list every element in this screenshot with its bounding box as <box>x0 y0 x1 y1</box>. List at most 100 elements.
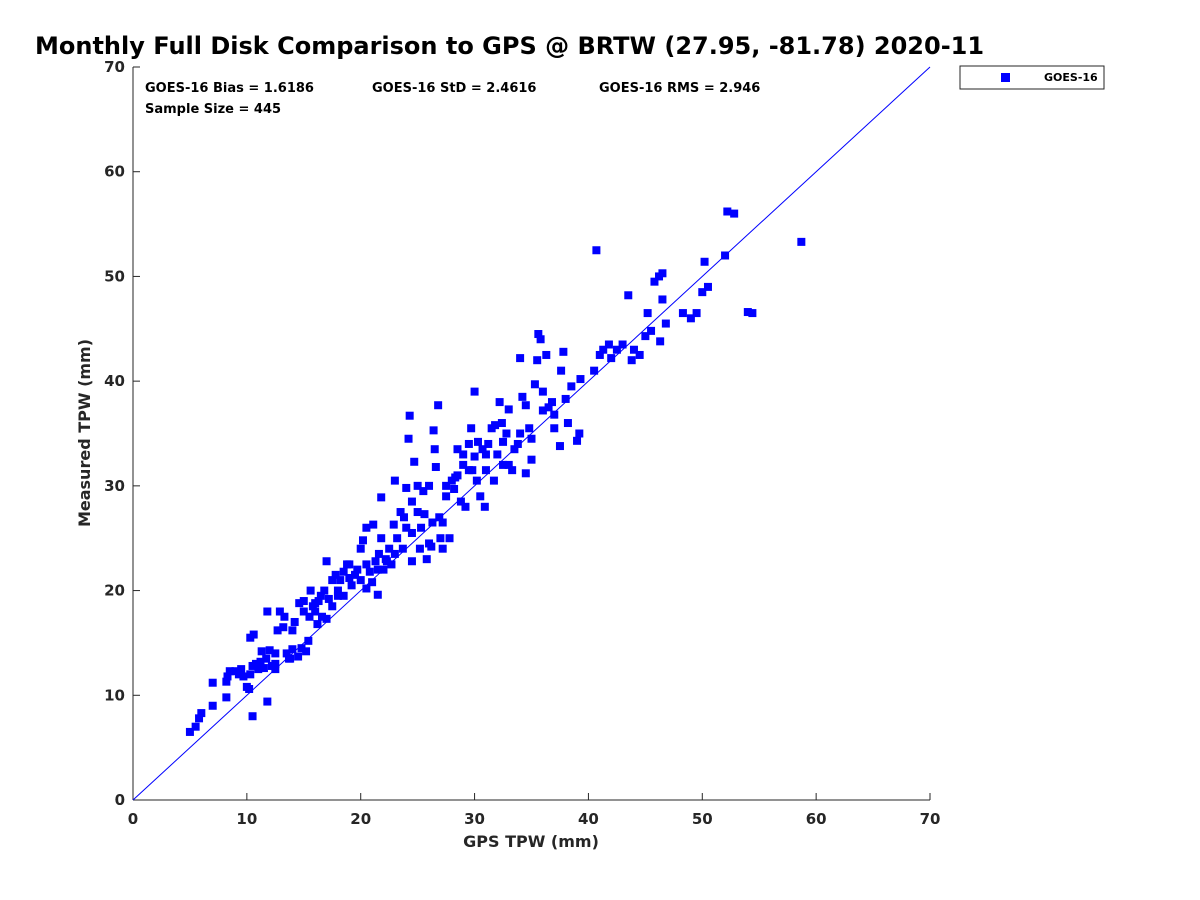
axis-ticks: 0 10 20 30 40 50 60 70 0 10 20 30 40 50 60 70 <box>104 58 940 828</box>
data-point <box>402 523 411 532</box>
data-point <box>434 401 443 410</box>
data-point <box>595 350 604 359</box>
data-point <box>339 591 348 600</box>
data-point <box>721 251 730 260</box>
data-point <box>410 457 419 466</box>
data-point <box>533 356 542 365</box>
data-point <box>282 649 291 658</box>
data-point <box>302 647 311 656</box>
data-point <box>536 335 545 344</box>
data-point <box>407 528 416 537</box>
data-point <box>692 309 701 318</box>
data-point <box>297 644 306 653</box>
x-tick-label: 50 <box>692 810 713 828</box>
data-point <box>311 599 320 608</box>
data-point <box>599 345 608 354</box>
data-point <box>618 340 627 349</box>
data-point <box>336 576 345 585</box>
data-point <box>703 282 712 291</box>
y-tick-label: 0 <box>115 791 125 809</box>
data-point <box>387 560 396 569</box>
data-point <box>467 424 476 433</box>
data-point <box>371 557 380 566</box>
data-point <box>322 557 331 566</box>
data-point <box>195 714 204 723</box>
data-point <box>374 549 383 558</box>
data-point <box>508 466 517 475</box>
data-point <box>656 337 665 346</box>
data-point <box>499 437 508 446</box>
data-point <box>356 544 365 553</box>
data-point <box>470 452 479 461</box>
data-point <box>404 434 413 443</box>
data-point <box>481 450 490 459</box>
data-point <box>461 502 470 511</box>
data-point <box>396 508 405 517</box>
stats-box: GOES-16 Bias = 1.6186 GOES-16 StD = 2.46… <box>145 81 760 117</box>
data-point <box>389 520 398 529</box>
data-point <box>407 497 416 506</box>
data-point <box>563 419 572 428</box>
data-point <box>604 340 613 349</box>
data-point <box>484 439 493 448</box>
data-point <box>208 701 217 710</box>
data-point <box>279 623 288 632</box>
data-point <box>263 697 272 706</box>
data-point <box>661 319 670 328</box>
data-point <box>246 670 255 679</box>
data-point <box>456 497 465 506</box>
data-point <box>542 350 551 359</box>
data-point <box>402 483 411 492</box>
data-point <box>504 405 513 414</box>
legend-label: GOES-16 <box>1044 71 1098 84</box>
data-point <box>468 466 477 475</box>
data-point <box>499 460 508 469</box>
data-point <box>422 555 431 564</box>
data-point <box>473 437 482 446</box>
data-points <box>185 207 806 736</box>
data-point <box>373 590 382 599</box>
data-point <box>248 712 257 721</box>
data-point <box>442 492 451 501</box>
x-tick-label: 40 <box>578 810 599 828</box>
data-point <box>431 463 440 472</box>
data-point <box>288 626 297 635</box>
data-point <box>290 617 299 626</box>
data-point <box>658 269 667 278</box>
data-point <box>743 308 752 317</box>
data-point <box>222 677 231 686</box>
data-point <box>561 394 570 403</box>
data-point <box>502 429 511 438</box>
data-point <box>345 574 354 583</box>
data-point <box>393 534 402 543</box>
data-point <box>538 387 547 396</box>
data-point <box>191 722 200 731</box>
data-point <box>271 659 280 668</box>
data-point <box>328 576 337 585</box>
x-tick-label: 70 <box>920 810 941 828</box>
data-point <box>641 332 650 341</box>
data-point <box>420 510 429 519</box>
data-point <box>698 288 707 297</box>
data-point <box>382 557 391 566</box>
data-point <box>373 565 382 574</box>
y-tick-label: 30 <box>104 477 125 495</box>
data-point <box>797 237 806 246</box>
data-point <box>489 476 498 485</box>
data-point <box>259 664 268 673</box>
data-point <box>476 492 485 501</box>
data-point <box>333 591 342 600</box>
data-point <box>513 439 522 448</box>
data-point <box>275 607 284 616</box>
data-point <box>527 455 536 464</box>
data-point <box>419 487 428 496</box>
data-point <box>445 534 454 543</box>
legend-box <box>959 65 1105 90</box>
data-point <box>328 602 337 611</box>
data-point <box>353 565 362 574</box>
data-point <box>377 493 386 502</box>
data-point <box>521 401 530 410</box>
data-point <box>271 649 280 658</box>
data-point <box>280 612 289 621</box>
data-point <box>723 207 732 216</box>
